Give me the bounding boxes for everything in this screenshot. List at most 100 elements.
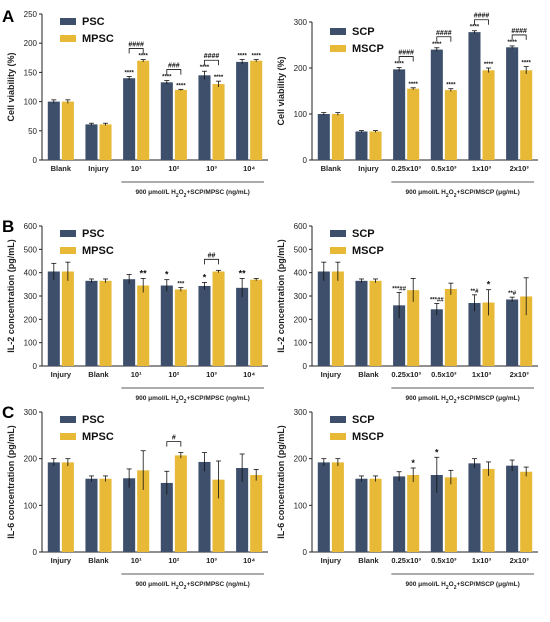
bar-s2 <box>444 289 457 366</box>
bar-s1 <box>393 69 406 160</box>
y-tick-label: 300 <box>24 292 38 301</box>
panel-label-c: C <box>2 403 14 422</box>
x-tick-label: 0.5x10³ <box>431 556 457 565</box>
y-tick-label: 50 <box>28 127 37 136</box>
y-tick-label: 100 <box>294 110 308 119</box>
x-tick-label: Injury <box>321 556 342 565</box>
legend-swatch <box>330 45 346 52</box>
bar-s2 <box>99 478 112 552</box>
x-group-label: 900 μmol/L H2O2+SCP/MSCP (μg/mL) <box>406 189 520 199</box>
bar-s2 <box>212 84 225 160</box>
significance-label: **** <box>139 54 149 60</box>
bar-s1 <box>236 468 249 552</box>
bar-s2 <box>407 290 420 366</box>
bar-s1 <box>506 47 519 160</box>
bar-s1 <box>160 82 173 160</box>
y-tick-label: 400 <box>24 269 38 278</box>
bracket-label: #### <box>511 28 527 35</box>
significance-label: **** <box>237 54 247 60</box>
y-tick-label: 250 <box>24 10 38 19</box>
legend-swatch <box>330 230 346 237</box>
significance-bracket <box>436 36 452 42</box>
x-group-label: 900 μmol/L H2O2+SCP/MPSC (ng/mL) <box>135 581 249 591</box>
bar-s2 <box>212 479 225 552</box>
x-group-label: 900 μmol/L H2O2+SCP/MPSC (ng/mL) <box>135 189 249 199</box>
bar-s1 <box>430 309 443 366</box>
bar-s1 <box>85 478 98 552</box>
y-tick-label: 100 <box>24 339 38 348</box>
x-tick-label: 10² <box>168 370 179 379</box>
significance-bracket <box>166 441 182 447</box>
legend-swatch <box>60 35 76 42</box>
bracket-label: ## <box>208 252 216 259</box>
significance-label: **** <box>176 83 186 89</box>
bar-s1 <box>355 131 368 160</box>
bar-s2 <box>137 60 150 160</box>
x-tick-label: 1x10³ <box>472 370 492 379</box>
x-tick-label: 10⁴ <box>243 556 255 565</box>
bar-s2 <box>369 478 382 552</box>
significance-label: ***## <box>430 297 444 303</box>
x-tick-label: 10² <box>168 556 179 565</box>
x-tick-label: 10⁴ <box>243 370 255 379</box>
significance-bracket <box>511 34 527 40</box>
x-tick-label: 10¹ <box>131 370 142 379</box>
bar-s1 <box>123 78 136 160</box>
y-tick-label: 200 <box>24 39 38 48</box>
x-tick-label: Blank <box>358 370 379 379</box>
y-tick-label: 0 <box>303 156 308 165</box>
x-tick-label: Injury <box>51 556 72 565</box>
bar-s1 <box>123 478 136 552</box>
x-tick-label: 0.25x10³ <box>391 164 421 173</box>
bar-s2 <box>250 279 263 366</box>
bar-s2 <box>444 477 457 552</box>
significance-label: **** <box>446 83 456 89</box>
chart-B-left: 0 100 200 300 400 500 600 IL-2 concentration (p… <box>6 222 268 405</box>
bar-s2 <box>331 271 344 366</box>
y-tick-label: 200 <box>294 455 308 464</box>
bar-s1 <box>85 124 98 160</box>
bar-s2 <box>520 296 533 366</box>
legend-swatch <box>60 247 76 254</box>
significance-label: ** <box>239 269 247 279</box>
significance-label: **** <box>484 62 494 68</box>
x-tick-label: 0.5x10³ <box>431 370 457 379</box>
bar-s2 <box>369 280 382 366</box>
bar-s2 <box>482 70 495 160</box>
bar-s1 <box>355 478 368 552</box>
y-tick-label: 400 <box>294 269 308 278</box>
chart-B-right: 0 100 200 300 400 500 600 IL-2 concentration (p… <box>276 222 538 405</box>
bar-s1 <box>236 287 249 366</box>
significance-bracket <box>204 258 219 265</box>
bar-s1 <box>355 280 368 366</box>
x-tick-label: 10¹ <box>131 556 142 565</box>
x-tick-label: Blank <box>51 164 72 173</box>
y-axis-label: IL-6 concentration (pg/mL) <box>6 425 16 539</box>
charts-layer: 0 50 100 150 200 250 Cell viability (%) Blank In… <box>6 10 538 591</box>
significance-label: **** <box>252 54 262 60</box>
legend-swatch <box>60 18 76 25</box>
bar-s2 <box>482 302 495 366</box>
y-tick-label: 300 <box>294 408 308 417</box>
y-tick-label: 600 <box>24 222 38 231</box>
significance-label: * <box>435 447 439 457</box>
significance-label: * <box>411 458 415 468</box>
bar-s2 <box>407 88 420 160</box>
y-tick-label: 100 <box>294 501 308 510</box>
chart-C-right: 0 100 200 300 IL-6 concentration (pg/mL) Inju… <box>276 408 538 591</box>
bracket-label: ### <box>168 63 180 70</box>
significance-bracket <box>474 19 489 25</box>
legend-swatch <box>330 433 346 440</box>
bar-s1 <box>236 61 249 160</box>
significance-label: **** <box>394 62 404 68</box>
y-axis-label: Cell viability (%) <box>6 52 16 121</box>
significance-label: **# <box>470 289 479 295</box>
legend-label: MSCP <box>352 245 384 257</box>
significance-label: * <box>487 280 491 290</box>
bar-s1 <box>47 101 60 160</box>
y-axis-label: IL-6 concentration (pg/mL) <box>276 425 286 539</box>
bar-s2 <box>331 462 344 552</box>
y-tick-label: 300 <box>24 408 38 417</box>
bar-s2 <box>444 90 457 160</box>
